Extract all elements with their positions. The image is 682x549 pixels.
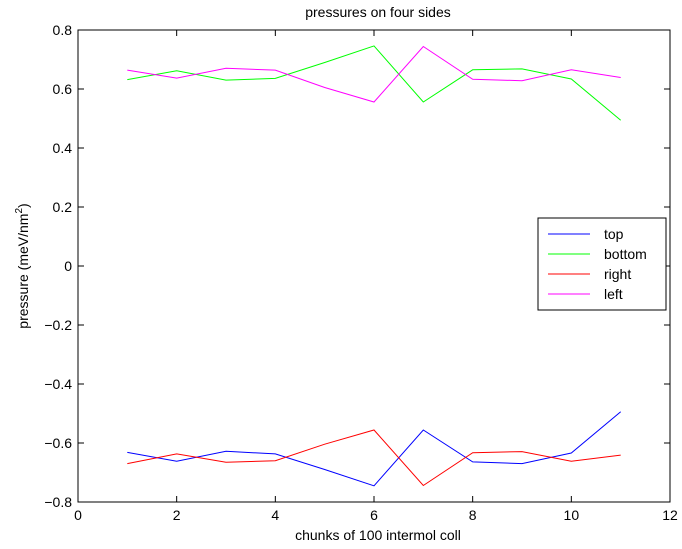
y-tick-label: 0.8 (53, 22, 73, 38)
series-line-top (127, 411, 622, 487)
x-tick-label: 2 (173, 507, 181, 523)
y-tick-label: −0.6 (44, 435, 72, 451)
x-tick-label: 0 (74, 507, 82, 523)
y-axis-label-main: pressure (meV/nm (15, 214, 31, 329)
y-axis-label: pressure (meV/nm2) (14, 203, 31, 328)
legend-label-bottom: bottom (604, 246, 647, 262)
legend-label-right: right (604, 266, 631, 282)
x-tick-label: 4 (271, 507, 279, 523)
x-tick-label: 8 (469, 507, 477, 523)
y-tick-label: −0.2 (44, 317, 72, 333)
y-tick-label: 0.2 (53, 199, 73, 215)
legend-label-left: left (604, 286, 623, 302)
x-axis-label: chunks of 100 intermol coll (295, 527, 461, 543)
y-tick-label: −0.4 (44, 376, 72, 392)
y-axis-label-superscript: 2 (14, 208, 25, 214)
series-lines (127, 45, 622, 487)
y-tick-label: 0.4 (53, 140, 73, 156)
series-line-bottom (127, 45, 622, 121)
x-tick-label: 10 (564, 507, 580, 523)
y-tick-label: −0.8 (44, 494, 72, 510)
x-tick-label: 6 (370, 507, 378, 523)
chart-title: pressures on four sides (305, 4, 451, 20)
y-tick-label: 0 (64, 258, 72, 274)
legend-box (537, 217, 667, 311)
series-line-right (127, 429, 621, 487)
legend: top bottom right left (537, 217, 667, 311)
series-line-left (127, 45, 621, 103)
legend-label-top: top (604, 226, 624, 242)
axis-ticks: 0 2 4 6 8 10 12 −0.8 −0.6 −0.4 −0.2 0 0.2 0.4 0.6 0.8 (44, 22, 678, 523)
x-tick-label: 12 (662, 507, 678, 523)
y-tick-label: 0.6 (53, 81, 73, 97)
y-axis-label-close: ) (15, 203, 31, 208)
